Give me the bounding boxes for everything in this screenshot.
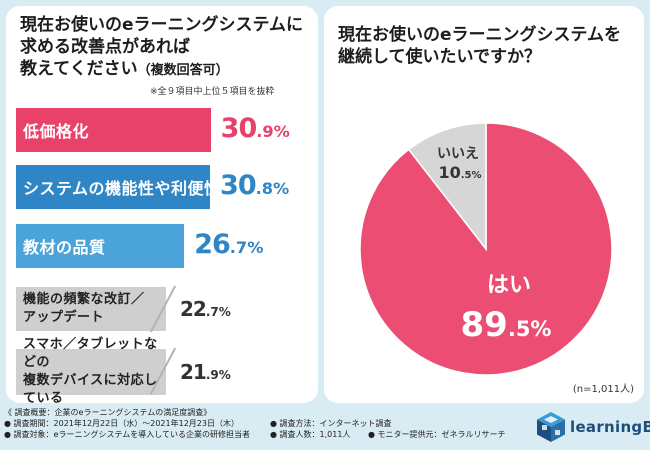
bar-label: 機能の頻繁な改訂／ アップデート [23, 292, 145, 325]
bar-value-label: 30.8% [220, 170, 290, 202]
bar-chart-title-line1: 現在お使いのeラーニングシステムに [20, 15, 304, 35]
pie-chart-title: 現在お使いのeラーニングシステムを 継続して使いたいですか？ [338, 24, 621, 68]
bar-label: システムの機能性や利便性 [23, 179, 221, 198]
bar-chart-title-line3-main: 教えてください [20, 59, 138, 79]
pie-label-yes: はい [487, 273, 531, 298]
learningbox-cube-icon [537, 412, 565, 442]
bar-chart-title-line2: 求める改善点があれば [20, 37, 190, 57]
pie-label-no: いいえ [437, 146, 479, 162]
bar: スマホ／タブレットなどの 複数デバイスに対応している [16, 337, 177, 406]
pie-value-yes: 89.5% [461, 305, 552, 345]
bar: 機能の頻繁な改訂／ アップデート [16, 285, 177, 333]
bar: 低価格化 [16, 108, 211, 152]
survey-summary-row: ● 調査期間：2021年12月22日（水）〜2021年12月23日（木） ● 調… [4, 418, 524, 429]
bar-chart-title-line3-sub: （複数回答可） [137, 63, 229, 78]
bar-value-label: 22.7% [180, 296, 231, 321]
learningbox-logo: learningBOX [536, 411, 650, 443]
bar: 教材の品質 [16, 224, 185, 268]
survey-method: ● 調査方法：インターネット調査 [270, 419, 392, 428]
pie-chart-card: 現在お使いのeラーニングシステムを 継続して使いたいですか？ いいえ 10.5% は… [324, 6, 644, 403]
survey-count: ● 調査人数：1,011人 [270, 430, 351, 439]
bar-label: スマホ／タブレットなどの 複数デバイスに対応している [23, 337, 158, 406]
bar-chart-note: ※全９項目中上位５項目を抜粋 [150, 87, 275, 97]
survey-summary-row: ● 調査対象：eラーニングシステムを導入している企業の研修担当者 ● 調査人数：… [4, 429, 524, 440]
bar-value-label: 21.9% [180, 359, 231, 384]
pie-chart-title-line2: 継続して使いたいですか？ [338, 47, 541, 67]
survey-provider: ● モニター提供元：ゼネラルリサーチ [368, 430, 506, 439]
bar-chart-title: 現在お使いのeラーニングシステムに 求める改善点があれば 教えてください（複数回… [20, 14, 303, 82]
bar: システムの機能性や利便性 [16, 165, 220, 209]
pie-chart-title-line1: 現在お使いのeラーニングシステムを [338, 25, 622, 45]
survey-summary-heading: 《 調査概要：企業のeラーニングシステムの満足度調査》 [4, 408, 212, 417]
bar-value-label: 30.9% [220, 113, 290, 145]
learningbox-logo-text: learningBOX [570, 418, 650, 436]
pie-value-no: 10.5% [438, 163, 481, 182]
bar-slash-mark [149, 285, 177, 333]
survey-summary: 《 調査概要：企業のeラーニングシステムの満足度調査》 ● 調査期間：2021年… [4, 407, 524, 440]
survey-period: ● 調査期間：2021年12月22日（水）〜2021年12月23日（木） [4, 419, 239, 428]
bar-chart-card: 現在お使いのeラーニングシステムに 求める改善点があれば 教えてください（複数回… [6, 6, 318, 406]
pie-slice-no [407, 122, 487, 252]
bar-chart-title-line3: 教えてください（複数回答可） [20, 58, 303, 82]
bar-value-label: 26.7% [194, 229, 264, 261]
bar-label: 教材の品質 [23, 238, 106, 257]
pie-chart-sample-size: (n=1,011人) [572, 384, 634, 395]
survey-target: ● 調査対象：eラーニングシステムを導入している企業の研修担当者 [4, 430, 250, 439]
bar-label: 低価格化 [23, 122, 90, 141]
